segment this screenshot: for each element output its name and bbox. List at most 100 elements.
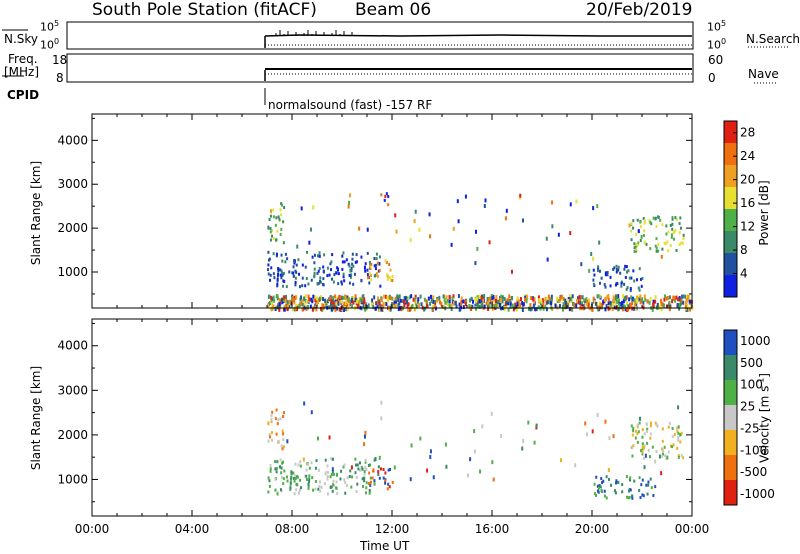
scatter-cell — [629, 287, 632, 291]
scatter-cell — [677, 431, 680, 435]
scatter-cell — [275, 408, 278, 412]
scatter-cell — [654, 299, 657, 304]
scatter-cell — [335, 480, 338, 484]
scatter-cell — [486, 301, 489, 306]
scatter-cell — [313, 253, 316, 257]
scatter-cell — [655, 249, 658, 253]
scatter-cell — [338, 307, 341, 312]
scatter-cell — [311, 299, 314, 304]
scatter-cell — [592, 282, 595, 286]
scatter-cell — [371, 476, 374, 480]
ytick-label: 4000 — [57, 339, 88, 353]
scatter-cell — [320, 295, 323, 300]
scatter-cell — [341, 267, 344, 271]
scatter-cell — [278, 305, 281, 310]
scatter-cell — [334, 294, 337, 299]
scatter-cell — [516, 296, 519, 301]
scatter-cell — [586, 301, 589, 306]
scatter-cell — [281, 447, 284, 451]
scatter-cell — [330, 260, 333, 264]
scatter-cell — [507, 301, 510, 306]
scatter-cell — [593, 482, 596, 486]
scatter-cell — [357, 302, 360, 307]
scatter-cell-isolated — [598, 240, 601, 245]
scatter-cell — [330, 299, 333, 304]
scatter-cell — [613, 489, 616, 493]
scatter-cell — [673, 298, 676, 303]
power-colorbar-label: 20 — [740, 173, 755, 187]
freq-unit-label: [MHz] — [4, 65, 40, 79]
scatter-cell — [499, 300, 502, 305]
scatter-cell-isolated — [364, 430, 367, 435]
scatter-cell — [562, 305, 565, 310]
scatter-cell-isolated — [607, 467, 610, 472]
freq-tick-bottom: 8 — [56, 71, 64, 85]
scatter-cell — [378, 301, 381, 306]
scatter-cell — [270, 266, 273, 270]
scatter-cell — [343, 463, 346, 467]
scatter-cell — [602, 479, 605, 483]
scatter-cell — [397, 297, 400, 302]
scatter-cell — [567, 302, 570, 307]
scatter-cell — [577, 296, 580, 301]
scatter-cell — [332, 295, 335, 300]
scatter-cell — [669, 304, 672, 309]
noise-sky-trace — [264, 34, 692, 37]
scatter-cell — [364, 307, 367, 312]
scatter-cell — [350, 273, 353, 277]
scatter-cell — [642, 446, 645, 450]
scatter-cell — [457, 294, 460, 299]
scatter-cell — [308, 474, 311, 478]
scatter-cell — [630, 424, 633, 428]
scatter-cell — [688, 299, 691, 304]
scatter-cell — [276, 422, 279, 426]
scatter-cell — [290, 471, 293, 475]
scatter-cell — [448, 294, 451, 299]
scatter-cell — [604, 307, 607, 312]
scatter-cell — [685, 299, 688, 304]
scatter-cell — [376, 274, 379, 278]
scatter-cell — [293, 295, 296, 300]
scatter-cell — [279, 465, 282, 469]
scatter-cell — [280, 227, 283, 231]
scatter-cell — [406, 303, 409, 308]
scatter-cell — [269, 278, 272, 282]
scatter-cell — [315, 301, 318, 306]
scatter-cell — [318, 254, 321, 258]
scatter-cell — [661, 439, 664, 443]
scatter-cell-isolated — [510, 269, 513, 274]
scatter-cell — [657, 249, 660, 253]
scatter-cell — [630, 276, 633, 280]
scatter-cell — [643, 432, 646, 436]
scatter-cell — [597, 265, 600, 269]
scatter-cell — [638, 489, 641, 493]
scatter-cell — [318, 297, 321, 302]
scatter-cell — [613, 305, 616, 310]
cpid-text: normalsound (fast) -157 RF — [268, 98, 433, 112]
scatter-cell — [340, 282, 343, 286]
scatter-cell — [305, 299, 308, 304]
scatter-cell-isolated — [658, 454, 661, 459]
scatter-cell — [352, 300, 355, 305]
scatter-cell-isolated — [303, 401, 306, 406]
scatter-cell — [638, 421, 641, 425]
scatter-cell — [283, 296, 286, 301]
scatter-cell — [282, 482, 285, 486]
scatter-cell — [304, 284, 307, 288]
scatter-cell — [664, 294, 667, 299]
scatter-cell — [330, 302, 333, 307]
scatter-cell — [600, 488, 603, 492]
scatter-cell — [639, 496, 642, 500]
scatter-cell-isolated — [637, 229, 640, 234]
scatter-cell — [356, 299, 359, 304]
scatter-cell — [672, 230, 675, 234]
xtick-label: 00:00 — [75, 522, 110, 536]
scatter-cell — [322, 269, 325, 273]
scatter-cell — [397, 303, 400, 308]
scatter-cell — [312, 488, 315, 492]
scatter-cell — [622, 294, 625, 299]
scatter-cell — [407, 302, 410, 307]
scatter-cell — [282, 284, 285, 288]
scatter-cell — [641, 297, 644, 302]
scatter-cell — [666, 240, 669, 244]
